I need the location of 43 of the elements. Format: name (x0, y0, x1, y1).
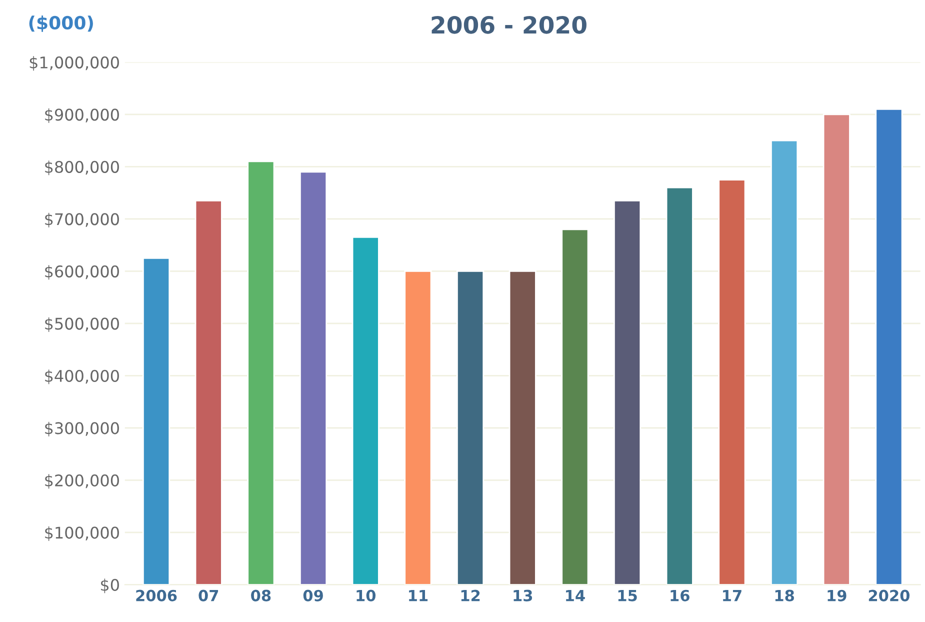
bar (352, 236, 380, 585)
y-tick-label: $100,000 (45, 526, 119, 541)
chart-title: 2006 - 2020 (432, 16, 586, 34)
x-tick-label: 2006 (136, 590, 177, 602)
x-tick-label: 08 (251, 590, 271, 602)
x-tick-label: 16 (670, 590, 690, 602)
bar (666, 186, 694, 585)
x-tick-label: 14 (566, 590, 585, 602)
x-tick-label: 10 (356, 590, 376, 602)
x-tick-label: 13 (514, 590, 532, 602)
bar (822, 114, 850, 585)
bar (875, 108, 903, 585)
y-axis-title: ($000) (29, 16, 93, 32)
bar (404, 270, 432, 585)
y-tick-label: $200,000 (45, 474, 119, 489)
x-tick-label: 12 (461, 590, 480, 602)
bar (508, 270, 536, 585)
y-tick-label: $400,000 (45, 370, 119, 384)
bar (561, 228, 589, 585)
x-tick-label: 09 (303, 590, 323, 602)
y-tick-label: $700,000 (45, 212, 119, 228)
x-tick-label: 19 (828, 590, 846, 602)
x-tick-label: 17 (723, 590, 742, 602)
y-tick-label: $900,000 (45, 108, 119, 123)
y-tick-label: $0 (101, 578, 119, 594)
x-tick-label: 11 (409, 590, 428, 602)
y-tick-label: $1,000,000 (30, 56, 119, 71)
bar (614, 200, 642, 585)
x-tick-label: 15 (618, 590, 637, 602)
bar (142, 257, 170, 585)
y-tick-label: $500,000 (45, 317, 119, 332)
y-tick-label: $300,000 (45, 422, 119, 436)
bar (770, 140, 798, 585)
y-tick-label: $800,000 (45, 160, 119, 176)
y-tick-label: $600,000 (45, 265, 119, 280)
x-tick-label: 2020 (868, 590, 910, 602)
x-tick-label: 18 (775, 590, 794, 602)
bar (247, 160, 275, 585)
bar (456, 270, 484, 585)
bar (194, 200, 222, 585)
x-tick-label: 07 (198, 590, 218, 602)
bar (718, 179, 746, 585)
bar (300, 171, 328, 585)
